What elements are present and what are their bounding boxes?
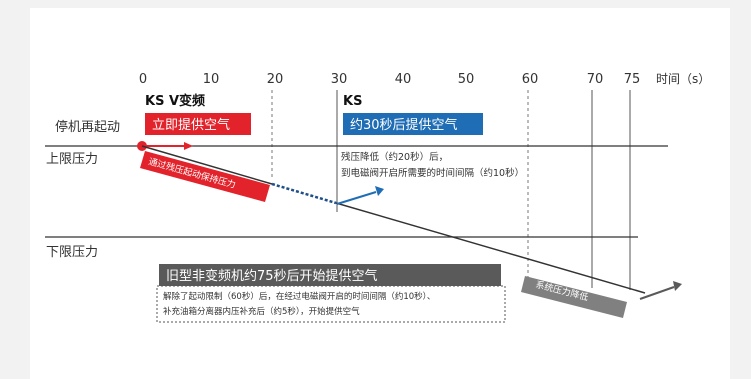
old-type-note-frame: [156, 285, 506, 323]
pressure-drop-dotted-segment: [271, 182, 337, 205]
ks-box-label: 约30秒后提供空气: [350, 117, 458, 133]
ks-arrow-icon: [375, 186, 384, 196]
tick-10: 10: [203, 72, 220, 87]
ks-note-line-1: 残压降低（约20秒）后，: [341, 151, 448, 163]
old-type-note-line-1: 解除了起动限制（60秒）后，在经过电磁阀开启的时间间隔（约10秒）、: [163, 291, 435, 302]
tick-20: 20: [267, 72, 284, 87]
ks-supply-line: [336, 191, 377, 205]
time-axis-label: 时间（s）: [656, 72, 710, 86]
old-type-box: [159, 264, 501, 286]
old-type-supply-line: [639, 286, 675, 300]
tick-0: 0: [139, 72, 147, 87]
ks-v-diag-band: [140, 151, 270, 202]
tick-30: 30: [331, 72, 348, 87]
old-type-arrow-icon: [673, 281, 682, 291]
ks-v-arrow-icon: [184, 142, 193, 150]
ks-v-title: KS V变频: [145, 93, 205, 109]
row-label-restart: 停机再起动: [55, 119, 120, 135]
pressure-drop-line-start: [141, 145, 273, 185]
row-label-lower-pressure: 下限压力: [46, 245, 98, 260]
ks-v-box: [145, 113, 251, 135]
ks-v-box-label: 立即提供空气: [152, 117, 230, 133]
tick-40: 40: [395, 72, 412, 87]
old-type-box-label: 旧型非变频机约75秒后开始提供空气: [166, 268, 378, 284]
tick-75: 75: [624, 72, 641, 87]
ks-note-line-2: 到电磁阀开启所需要的时间间隔（约10秒）: [341, 167, 524, 179]
old-type-note-line-2: 补充油箱分离器内压补充后（约5秒），开始提供空气: [163, 306, 360, 317]
tick-50: 50: [458, 72, 475, 87]
ks-box: [343, 113, 483, 135]
ks-title: KS: [343, 94, 362, 109]
system-pressure-band: [521, 276, 627, 318]
tick-60: 60: [522, 72, 539, 87]
row-label-upper-pressure: 上限压力: [46, 152, 98, 167]
pressure-drop-line-end: [335, 202, 646, 294]
tick-70: 70: [587, 72, 604, 87]
